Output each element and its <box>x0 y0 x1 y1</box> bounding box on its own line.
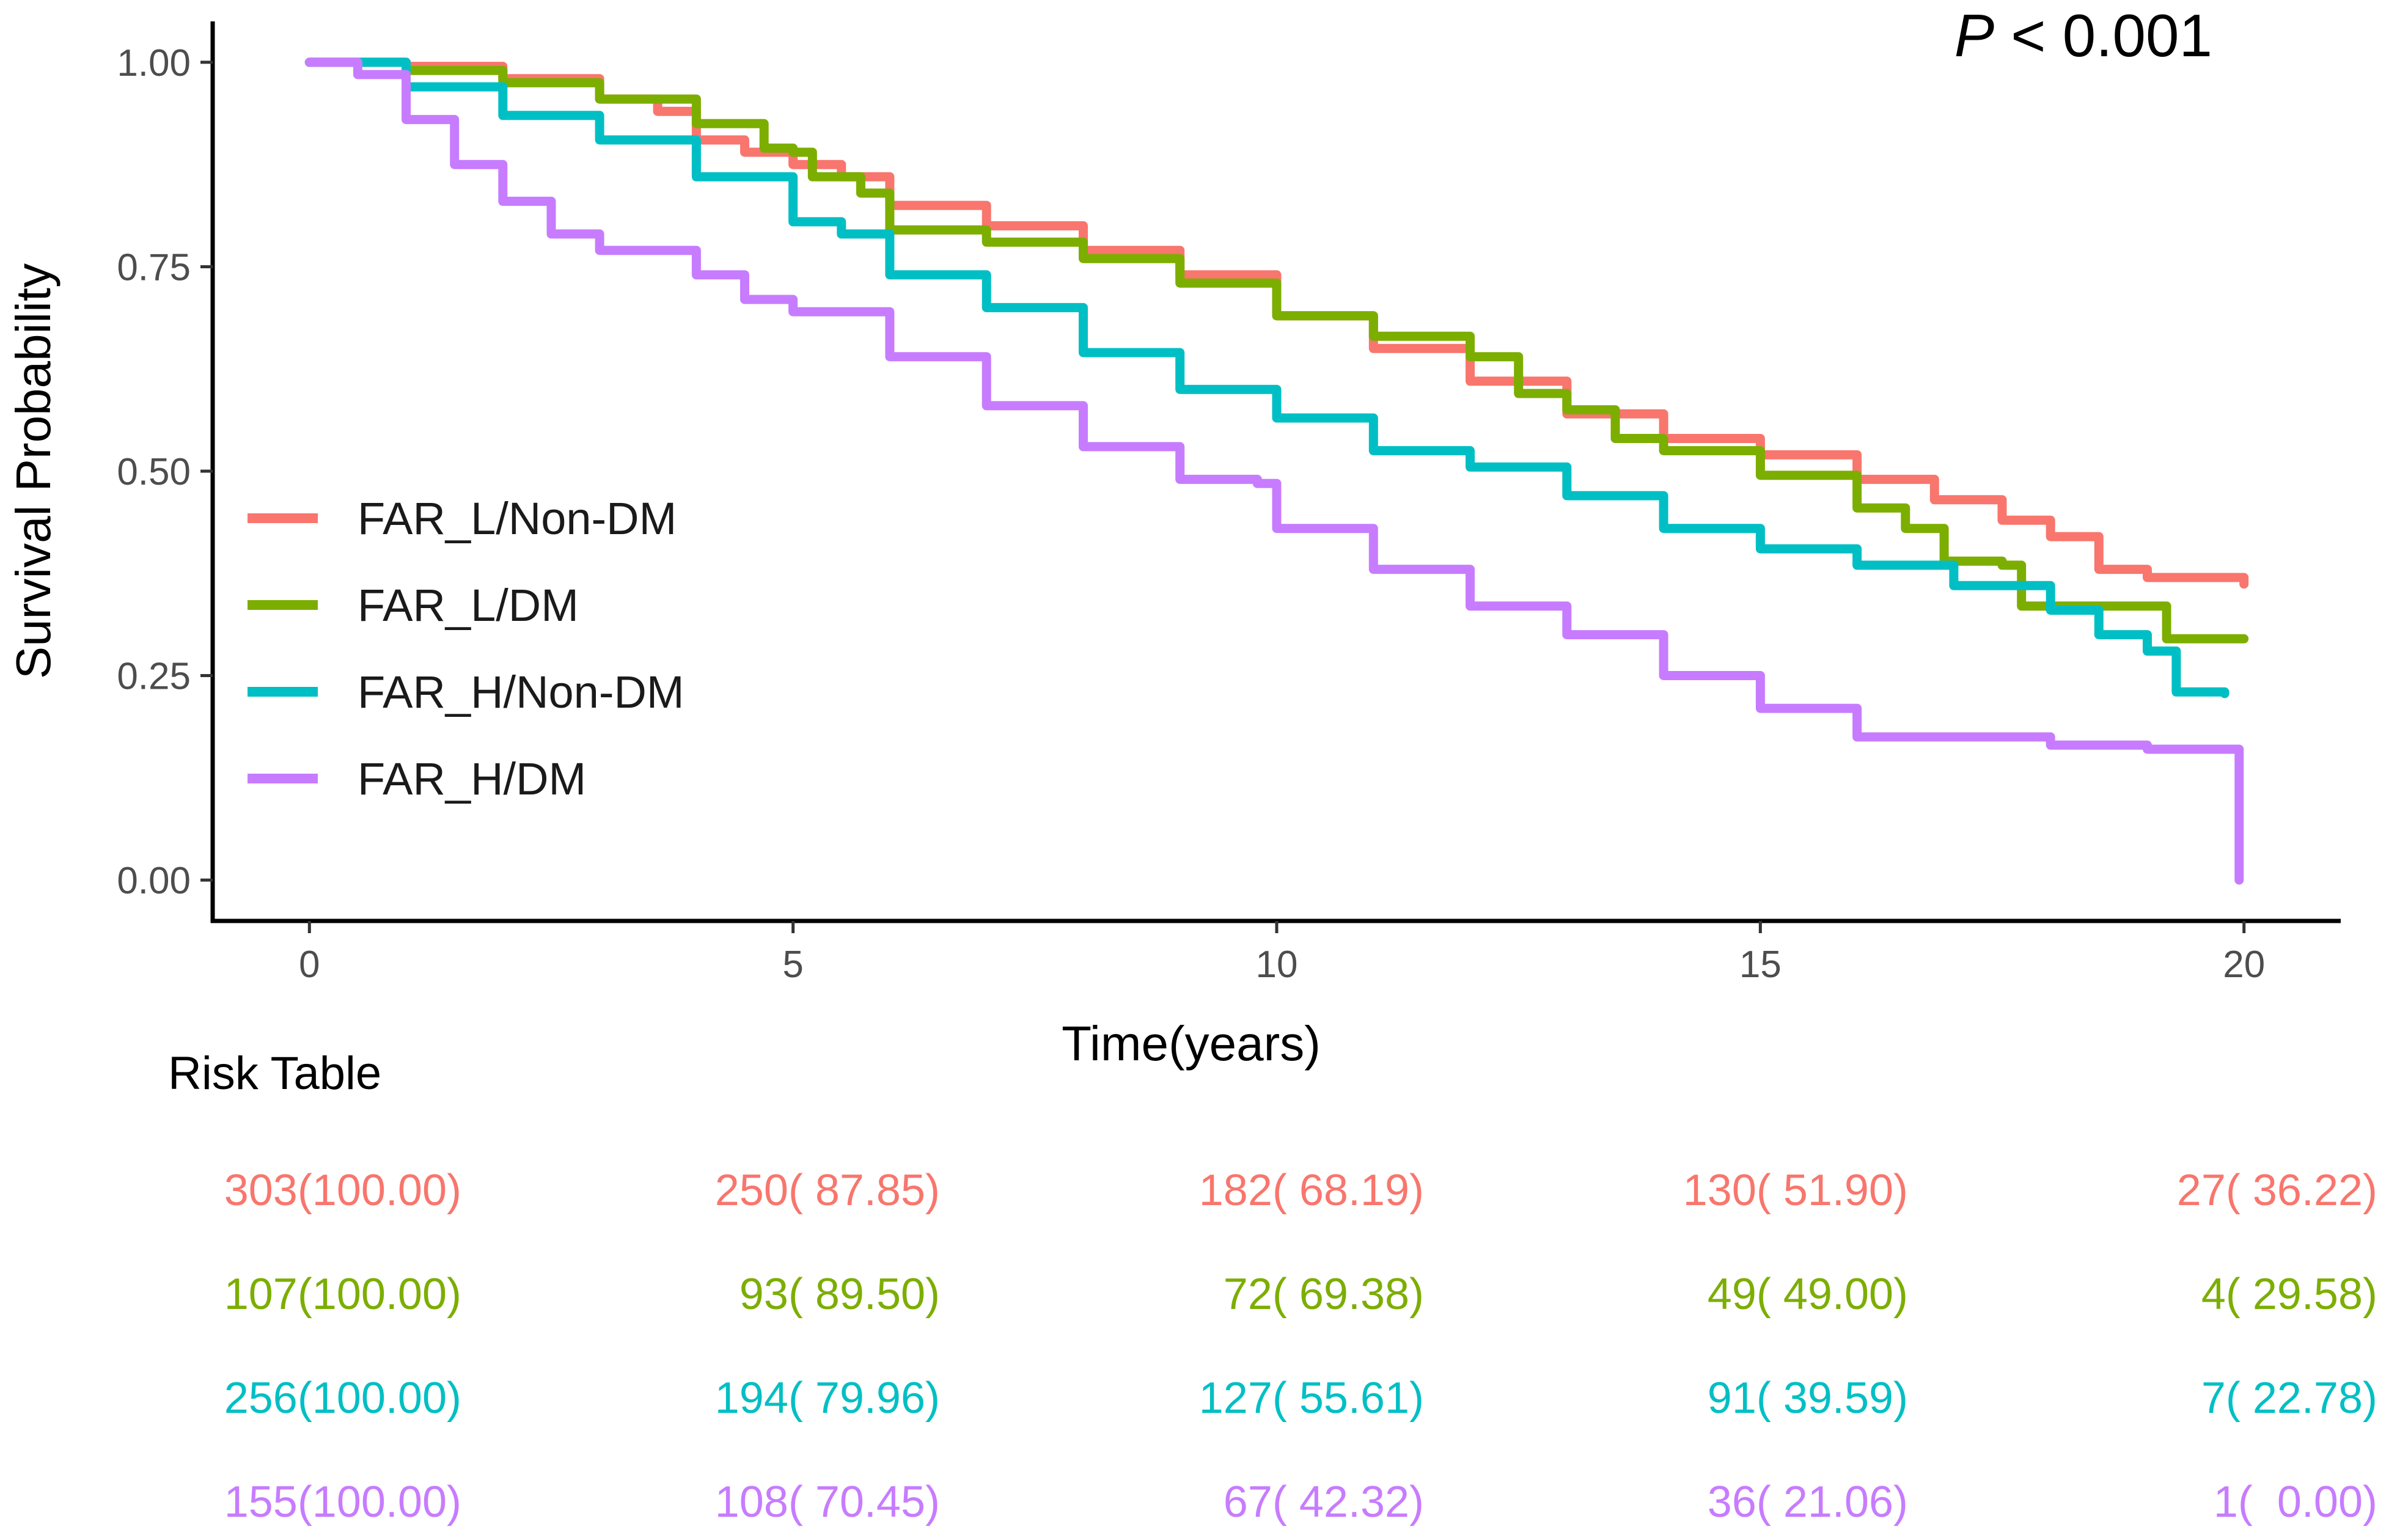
risk-cell: 108( 70.45) <box>715 1478 940 1527</box>
risk-cell: 72( 69.38) <box>1224 1270 1424 1319</box>
x-tick-label: 15 <box>1739 944 1782 986</box>
p-value-annotation: P < 0.001 <box>1954 2 2212 69</box>
x-tick-label: 20 <box>2223 944 2265 986</box>
curve-far-h-non-dm <box>304 57 2229 698</box>
curve-far-l-non-dm <box>304 57 2249 589</box>
y-tick-label: 0.00 <box>117 860 191 902</box>
y-axis-ticks: 0.00 0.25 0.50 0.75 1.00 <box>117 42 213 902</box>
risk-cell: 49( 49.00) <box>1708 1270 1908 1319</box>
legend-label: FAR_H/Non-DM <box>358 667 684 717</box>
risk-cell: 155(100.00) <box>224 1478 461 1527</box>
curve-far-h-dm <box>304 57 2244 885</box>
y-tick-label: 0.75 <box>117 246 191 288</box>
x-axis-title: Time(years) <box>1062 1016 1321 1071</box>
risk-cell: 194( 79.96) <box>715 1374 940 1423</box>
legend-label: FAR_L/DM <box>358 580 579 631</box>
risk-cell: 107(100.00) <box>224 1270 461 1319</box>
y-tick-label: 0.25 <box>117 656 191 698</box>
risk-table: 303(100.00) 250( 87.85) 182( 68.19) 130( 51… <box>224 1166 2377 1527</box>
y-axis-title: Survival Probability <box>6 263 61 679</box>
y-tick-label: 1.00 <box>117 42 191 84</box>
p-value-text: < 0.001 <box>1994 2 2212 69</box>
x-tick-label: 5 <box>782 944 803 986</box>
risk-cell: 4( 29.58) <box>2201 1270 2377 1319</box>
risk-cell: 27( 36.22) <box>2177 1166 2377 1215</box>
risk-table-title: Risk Table <box>168 1047 381 1099</box>
legend-label: FAR_L/Non-DM <box>358 493 677 544</box>
risk-cell: 303(100.00) <box>224 1166 461 1215</box>
x-tick-label: 0 <box>299 944 320 986</box>
x-axis-ticks: 0 5 10 15 20 <box>299 921 2265 986</box>
legend-label: FAR_H/DM <box>358 754 586 804</box>
risk-cell: 250( 87.85) <box>715 1166 940 1215</box>
risk-cell: 130( 51.90) <box>1683 1166 1908 1215</box>
axes: 0.00 0.25 0.50 0.75 1.00 0 5 10 15 20 <box>117 21 2341 986</box>
curve-far-l-dm <box>304 57 2249 644</box>
legend: FAR_L/Non-DM FAR_L/DM FAR_H/Non-DM FAR_H/DM <box>248 493 684 804</box>
risk-cell: 7( 22.78) <box>2201 1374 2377 1423</box>
risk-cell: 256(100.00) <box>224 1374 461 1423</box>
risk-cell: 36( 21.06) <box>1708 1478 1908 1527</box>
survival-curves <box>304 57 2249 885</box>
x-tick-label: 10 <box>1256 944 1298 986</box>
y-tick-label: 0.50 <box>117 451 191 493</box>
risk-cell: 127( 55.61) <box>1199 1374 1424 1423</box>
risk-cell: 67( 42.32) <box>1224 1478 1424 1527</box>
risk-cell: 1( 0.00) <box>2214 1478 2377 1527</box>
risk-cell: 93( 89.50) <box>739 1270 940 1319</box>
p-symbol: P <box>1954 2 1994 69</box>
risk-cell: 182( 68.19) <box>1199 1166 1424 1215</box>
risk-cell: 91( 39.59) <box>1708 1374 1908 1423</box>
